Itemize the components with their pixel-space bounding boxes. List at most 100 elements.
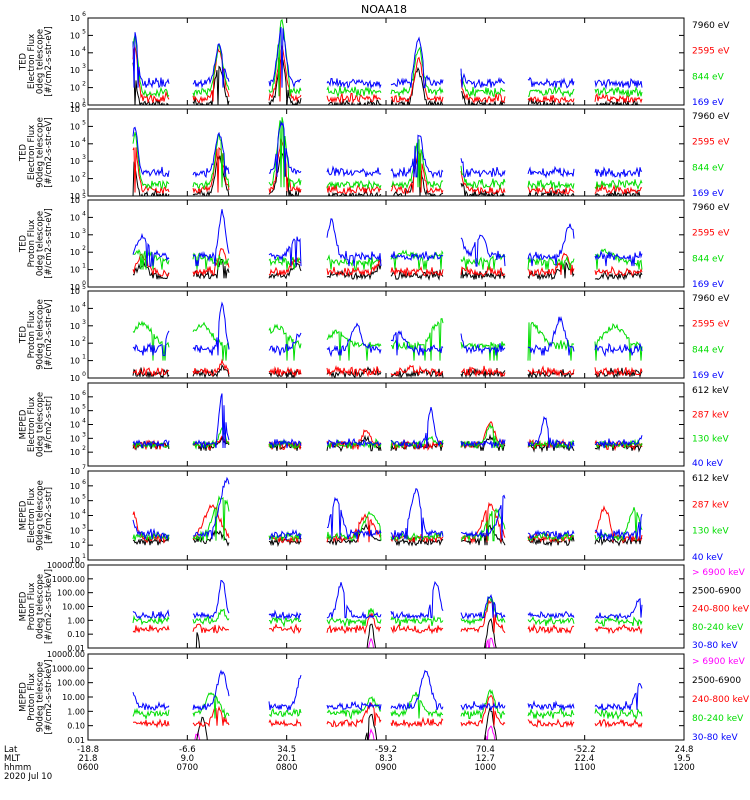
y-tick-exponent: 2: [82, 172, 86, 179]
y-tick-exponent: 5: [82, 193, 86, 200]
y-axis-label-line: MEPED: [18, 682, 28, 712]
x-axis-value: 0900: [375, 763, 397, 773]
y-tick-label: 1.00: [67, 616, 85, 625]
legend-entry: 80-240 keV: [692, 714, 744, 724]
y-axis-label-line: TED: [18, 234, 28, 253]
y-tick-exponent: 1: [82, 263, 86, 270]
y-tick-label: 10: [70, 497, 80, 506]
y-tick-exponent: 3: [82, 319, 86, 326]
panel-legend: 612 keV 287 keV 130 keV 40 keV: [692, 474, 729, 563]
legend-entry: 240-800 keV: [692, 605, 750, 615]
y-axis-label-line: [#/cm2-s-str-keV]: [44, 569, 54, 644]
y-axis-label-line: 0deg telescope: [35, 392, 45, 457]
y-tick-exponent: 3: [82, 63, 86, 70]
y-tick-exponent: 6: [82, 390, 86, 397]
y-axis-label-line: [#/cm2-s-str-eV]: [44, 117, 54, 187]
panel-8: 0.010.101.0010.00100.001000.0010000.00ME…: [18, 650, 750, 745]
legend-entry: 2500-6900: [692, 586, 741, 596]
y-tick-exponent: 6: [82, 479, 86, 486]
panel-2-traces: [132, 117, 643, 196]
legend-entry: 2595 eV: [692, 229, 730, 239]
legend-entry: 2595 eV: [692, 320, 730, 330]
legend-entry: 612 keV: [692, 474, 729, 484]
y-tick-label: 10: [70, 407, 80, 416]
y-tick-label: 10: [70, 66, 80, 75]
series-line-130-kev: [132, 422, 643, 450]
y-tick-label: 1.00: [67, 707, 85, 716]
x-axis-value: 1100: [574, 763, 596, 773]
y-tick-label: 100.00: [57, 589, 85, 598]
y-axis-label-line: 90deg telescope: [35, 299, 45, 370]
series-line-30-80-kev: [132, 669, 643, 712]
y-tick-exponent: 4: [82, 509, 86, 516]
y-tick-label: 10: [70, 556, 80, 565]
y-tick-exponent: 3: [82, 431, 86, 438]
legend-entry: 40 keV: [692, 553, 724, 563]
panel-legend: 7960 eV 2595 eV 844 eV 169 eV: [692, 203, 730, 290]
y-tick-label: 10: [70, 421, 80, 430]
legend-entry: 40 keV: [692, 459, 724, 469]
legend-entry: 130 keV: [692, 435, 729, 445]
y-tick-label: 0.01: [67, 644, 85, 653]
y-axis-label-line: 90deg telescope: [35, 480, 45, 551]
legend-entry: 844 eV: [692, 163, 725, 173]
y-tick-label: 10: [70, 84, 80, 93]
x-axis-row-name: hhmm: [4, 763, 31, 773]
y-axis-label-line: Electron Flux: [27, 397, 37, 452]
y-tick-exponent: 2: [82, 538, 86, 545]
series-line-169-ev: [132, 26, 643, 90]
y-tick-label: 10: [70, 105, 80, 114]
panel-legend: 7960 eV 2595 eV 844 eV 169 eV: [692, 112, 730, 199]
legend-entry: 7960 eV: [692, 21, 730, 31]
y-tick-label: 10.00: [62, 603, 85, 612]
y-axis-label-line: 0deg telescope: [35, 574, 45, 639]
y-tick-label: 1000.00: [52, 575, 85, 584]
x-axis-value: 70.4: [476, 745, 495, 755]
x-axis-value: -59.2: [375, 745, 397, 755]
y-tick-exponent: 0: [82, 371, 86, 378]
y-tick-exponent: 4: [82, 46, 86, 53]
series-line-240-800-kev: [132, 694, 643, 729]
y-tick-label: 10: [70, 192, 80, 201]
y-tick-label: 10: [70, 266, 80, 275]
series-line-40-kev: [132, 476, 643, 542]
legend-entry: 130 keV: [692, 527, 729, 537]
y-axis-label-line: [#/cm2-s-str-eV]: [44, 26, 54, 96]
legend-entry: 169 eV: [692, 371, 725, 381]
panel-legend: 7960 eV 2595 eV 844 eV 169 eV: [692, 294, 730, 381]
series-line-80-240-kev: [132, 688, 643, 721]
y-tick-label: 10: [70, 512, 80, 521]
y-tick-exponent: 6: [82, 11, 86, 18]
y-tick-exponent: 4: [82, 301, 86, 308]
legend-entry: 240-800 keV: [692, 695, 750, 705]
date-label: 2020 Jul 10: [4, 772, 52, 782]
legend-entry: 844 eV: [692, 345, 725, 355]
y-tick-exponent: 2: [82, 445, 86, 452]
series-line-844-ev: [132, 317, 643, 361]
y-tick-label: 10: [70, 393, 80, 402]
y-axis-label-line: 90deg telescope: [35, 117, 45, 188]
y-axis-label-line: TED: [18, 325, 28, 344]
x-axis-value: 24.8: [675, 745, 694, 755]
y-tick-exponent: 1: [82, 553, 86, 560]
x-axis-value: 20.1: [277, 754, 296, 764]
y-axis-label-line: [#/cm2-s-str]: [44, 487, 54, 544]
legend-entry: 30-80 keV: [692, 733, 738, 743]
legend-entry: 169 eV: [692, 280, 725, 290]
y-tick-label: 10: [70, 122, 80, 131]
y-tick-label: 10: [70, 213, 80, 222]
panel-7: 0.010.101.0010.00100.001000.0010000.00ME…: [18, 561, 750, 653]
y-axis-label-line: [#/cm2-s-str]: [44, 396, 54, 453]
y-tick-label: 10.00: [62, 693, 85, 702]
x-axis-value: 12.7: [476, 754, 495, 764]
y-tick-label: 0.10: [67, 722, 85, 731]
y-tick-label: 10: [70, 175, 80, 184]
y-tick-label: 10: [70, 49, 80, 58]
